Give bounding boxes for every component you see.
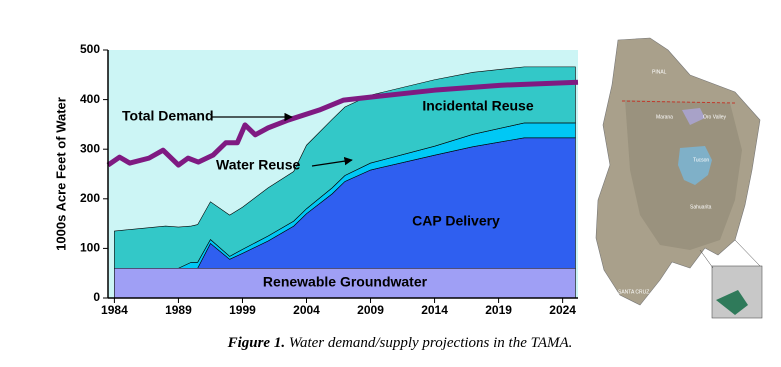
map-label: Tucson — [693, 157, 709, 163]
label-arrow — [311, 156, 353, 167]
y-tick-label: 500 — [80, 42, 100, 56]
map-tucson — [678, 146, 712, 185]
plot: 0 100 200 300 400 500 1984 1989 1999 2004 2009 2014… — [80, 42, 579, 317]
map-border — [621, 100, 736, 104]
map: PINAL Marana Oro Valley Tucson Sahuarita… — [595, 37, 763, 319]
x-tick-label: 2024 — [549, 303, 576, 317]
map-label: Sahuarita — [690, 204, 712, 210]
series-label: Renewable Groundwater — [263, 274, 428, 290]
map-marana — [682, 108, 705, 125]
series-label: Incidental Reuse — [422, 98, 533, 114]
x-tick-label: 2009 — [357, 303, 384, 317]
x-tick-label: 2019 — [485, 303, 512, 317]
series-label: CAP Delivery — [412, 213, 500, 229]
y-tick-label: 400 — [80, 92, 100, 106]
x-tick-label: 2004 — [293, 303, 320, 317]
map-label: PINAL — [652, 69, 667, 75]
demand-line — [106, 79, 579, 168]
area — [114, 66, 576, 269]
map-inset-area — [716, 290, 748, 315]
map-label: Marana — [656, 114, 673, 120]
y-axis-label: 1000s Acre Feet of Water — [53, 97, 68, 251]
y-tick-label: 0 — [93, 290, 100, 304]
x-tick-label: 2014 — [421, 303, 448, 317]
map-inset-line — [734, 239, 761, 267]
y-tick-label: 200 — [80, 191, 100, 205]
x-tick-label: 1999 — [229, 303, 256, 317]
y-tick-label: 300 — [80, 141, 100, 155]
x-tick-label: 1989 — [165, 303, 192, 317]
series-label: Water Reuse — [216, 157, 301, 173]
caption-label: Figure 1. — [227, 335, 286, 351]
caption: Figure 1. Water demand/supply projection… — [227, 335, 573, 351]
x-tick-label: 1984 — [101, 303, 128, 317]
map-label: Oro Valley — [703, 114, 726, 120]
map-label: SANTA CRUZ — [618, 289, 649, 295]
caption-text: Water demand/supply projections in the T… — [285, 335, 572, 351]
y-tick-label: 100 — [80, 241, 100, 255]
map-inset-line — [699, 249, 714, 269]
line-label: Total Demand — [122, 108, 214, 124]
